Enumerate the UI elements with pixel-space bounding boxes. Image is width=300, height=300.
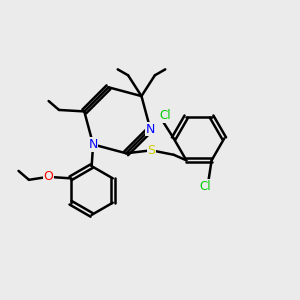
Text: Cl: Cl [160,109,172,122]
Text: O: O [43,170,53,183]
Text: N: N [88,138,98,151]
Text: S: S [147,144,155,157]
Text: N: N [146,123,155,136]
Text: Cl: Cl [200,180,212,193]
